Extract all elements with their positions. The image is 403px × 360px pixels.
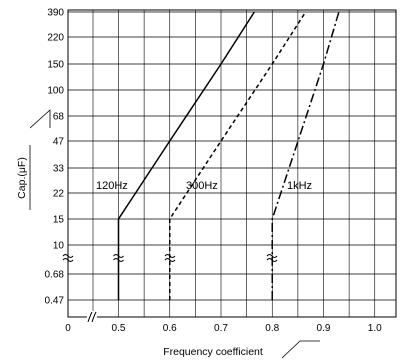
plot-border [67, 9, 397, 318]
y-tick-label: 10 [53, 241, 65, 252]
break-mark [113, 254, 124, 262]
plot-frame [67, 9, 397, 318]
x-tick-label: 0.8 [265, 323, 279, 334]
y-tick-label: 68 [53, 112, 65, 123]
series-label: 1kHz [287, 180, 312, 192]
y-axis-label-slash [29, 109, 51, 129]
y-tick-label: 100 [47, 86, 64, 97]
series-label: 300Hz [186, 180, 218, 192]
y-tick-label: 47 [53, 137, 65, 148]
grid [68, 10, 396, 317]
y-tick-label: 390 [47, 8, 64, 19]
y-tick-labels: 0.47 0.68 10 15 22 33 47 68 100 150 220 390 [45, 8, 65, 307]
series-label: 120Hz [96, 180, 128, 192]
series-labels: 120Hz 300Hz 1kHz [96, 180, 312, 192]
y-tick-label: 220 [47, 33, 64, 44]
x-tick-label: 0 [65, 323, 71, 334]
x-tick-label: 0.9 [317, 323, 331, 334]
y-tick-label: 15 [53, 215, 65, 226]
series-line-0 [117, 11, 255, 300]
x-tick-label: 1.0 [368, 323, 382, 334]
series-line-1 [169, 11, 307, 300]
break-mark [164, 254, 176, 262]
y-tick-label: 150 [47, 60, 64, 71]
x-axis-label-slash [281, 340, 320, 359]
y-tick-label: 0.47 [45, 296, 65, 307]
y-tick-label: 33 [53, 164, 65, 175]
x-tick-labels: 0 0.5 0.6 0.7 0.8 0.9 1.0 [65, 323, 382, 334]
break-mark [62, 254, 74, 262]
x-tick-label: 0.6 [163, 323, 177, 334]
y-axis-label: Cap.(μF) [16, 157, 28, 199]
x-axis-label: Frequency coefficient [163, 346, 263, 358]
x-tick-label: 0.5 [112, 323, 126, 334]
x-break-mark [87, 311, 97, 323]
y-tick-label: 22 [53, 189, 65, 200]
series-line-2 [271, 11, 340, 300]
axis-breaks [62, 254, 278, 323]
break-mark [266, 254, 278, 262]
x-tick-label: 0.7 [214, 323, 228, 334]
y-tick-label: 0.68 [45, 270, 65, 281]
series-layer [117, 11, 340, 300]
